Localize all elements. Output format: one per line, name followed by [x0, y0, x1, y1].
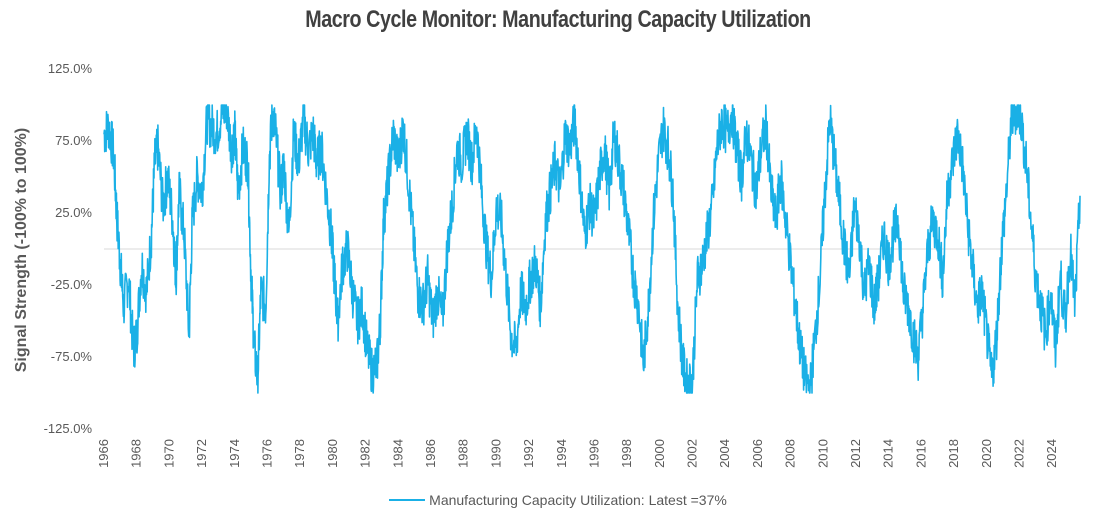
x-tick-label: 1974: [227, 439, 242, 468]
y-tick-label: -25.0%: [51, 277, 93, 292]
x-tick-label: 2002: [685, 439, 700, 468]
x-tick-label: 1970: [161, 439, 176, 468]
x-tick-label: 2012: [848, 439, 863, 468]
x-tick-label: 1976: [259, 439, 274, 468]
x-tick-label: 1986: [423, 439, 438, 468]
y-tick-label: -125.0%: [44, 421, 93, 436]
x-tick-label: 1988: [456, 439, 471, 468]
legend-swatch: [389, 499, 426, 501]
legend: Manufacturing Capacity Utilization: Late…: [0, 492, 1116, 508]
x-tick-label: 2010: [815, 439, 830, 468]
legend-label: Manufacturing Capacity Utilization: Late…: [429, 492, 727, 508]
series-layer: [103, 104, 1081, 394]
y-axis-ticks: 125.0% 75.0% 25.0% -25.0% -75.0% -125.0%: [44, 61, 93, 436]
x-tick-label: 1982: [358, 439, 373, 468]
x-tick-label: 2018: [946, 439, 961, 468]
x-tick-label: 1968: [129, 439, 144, 468]
x-tick-label: 1992: [521, 439, 536, 468]
chart-title: Macro Cycle Monitor: Manufacturing Capac…: [305, 6, 811, 33]
x-tick-label: 1972: [194, 439, 209, 468]
x-tick-label: 1980: [325, 439, 340, 468]
x-tick-label: 1994: [554, 439, 569, 468]
x-tick-label: 2014: [881, 439, 896, 468]
x-tick-label: 1998: [619, 439, 634, 468]
y-tick-label: 125.0%: [48, 61, 93, 76]
x-tick-label: 2008: [783, 439, 798, 468]
x-tick-label: 2000: [652, 439, 667, 468]
x-axis-ticks: 1966 1968 1970 1972 1974 1976 1978 1980 1982 1984…: [96, 439, 1059, 468]
series-line: [103, 104, 1081, 394]
x-tick-label: 1990: [488, 439, 503, 468]
y-tick-label: 75.0%: [55, 133, 92, 148]
x-tick-label: 2006: [750, 439, 765, 468]
x-tick-label: 1978: [292, 439, 307, 468]
x-tick-label: 2024: [1044, 439, 1059, 468]
x-tick-label: 2020: [979, 439, 994, 468]
y-tick-label: -75.0%: [51, 349, 93, 364]
x-tick-label: 2022: [1012, 439, 1027, 468]
x-tick-label: 1996: [586, 439, 601, 468]
x-tick-label: 2004: [717, 439, 732, 468]
x-tick-label: 1966: [96, 439, 111, 468]
x-tick-label: 2016: [913, 439, 928, 468]
x-tick-label: 1984: [390, 439, 405, 468]
y-tick-label: 25.0%: [55, 205, 92, 220]
